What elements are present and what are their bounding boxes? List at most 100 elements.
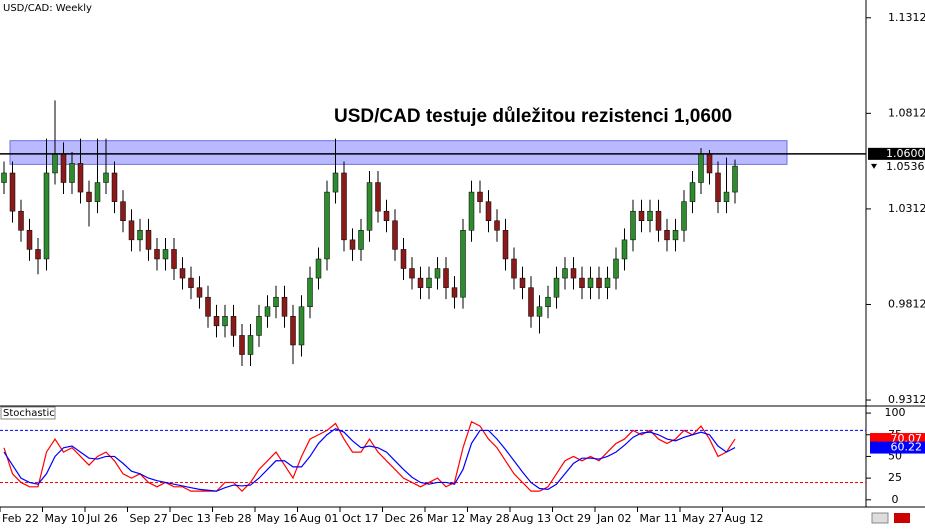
candle-body bbox=[715, 172, 721, 202]
candle-body bbox=[638, 210, 645, 222]
candle-body bbox=[545, 296, 551, 308]
scroll-icon[interactable] bbox=[871, 512, 889, 524]
x-tick-label: May 28 bbox=[470, 512, 510, 525]
candle-body bbox=[128, 220, 135, 241]
candle-body bbox=[137, 230, 143, 241]
x-tick-label: May 16 bbox=[257, 512, 297, 525]
candle-body bbox=[477, 191, 483, 202]
candle-body bbox=[273, 296, 279, 308]
x-tick-label: Dec 26 bbox=[385, 512, 424, 525]
candle-body bbox=[485, 201, 492, 222]
candle-body bbox=[120, 201, 126, 222]
y-tick-label: 1.1312 bbox=[888, 11, 925, 24]
y-tick-label: 0.9312 bbox=[888, 393, 925, 406]
candle-body bbox=[375, 182, 381, 212]
x-tick-label: Aug 01 bbox=[300, 512, 339, 525]
candle-body bbox=[94, 182, 101, 202]
candle-body bbox=[154, 249, 160, 260]
candle-body bbox=[494, 220, 500, 231]
y-tick-label: 0 bbox=[892, 493, 899, 506]
candle-body bbox=[732, 165, 738, 193]
candle-body bbox=[256, 316, 262, 336]
candle-body bbox=[553, 277, 560, 298]
candle-body bbox=[511, 258, 517, 279]
candle-body bbox=[630, 210, 636, 241]
candle-body bbox=[434, 268, 441, 279]
candle-body bbox=[409, 268, 415, 279]
candle-body bbox=[230, 316, 237, 336]
candle-body bbox=[587, 277, 594, 288]
panel-title: Stochastic bbox=[3, 408, 55, 419]
x-tick-label: May 27 bbox=[682, 512, 722, 525]
candle-body bbox=[562, 268, 568, 279]
candle-body bbox=[366, 182, 373, 231]
candle-body bbox=[239, 335, 245, 355]
candle-body bbox=[341, 172, 347, 241]
chart-title: USD/CAD: Weekly bbox=[3, 3, 92, 14]
candle-body bbox=[1, 172, 7, 183]
x-tick-label: Dec 13 bbox=[172, 512, 211, 525]
x-tick-label: Jan 02 bbox=[596, 512, 631, 525]
x-tick-label: Mar 11 bbox=[640, 512, 678, 525]
candle-body bbox=[213, 316, 220, 327]
candle-body bbox=[205, 296, 211, 317]
x-tick-label: Feb 28 bbox=[215, 512, 252, 525]
candle-body bbox=[77, 163, 84, 193]
candle-body bbox=[196, 287, 203, 298]
candle-body bbox=[468, 191, 475, 231]
candle-body bbox=[9, 172, 16, 212]
candle-body bbox=[264, 306, 271, 317]
candle-body bbox=[392, 220, 398, 250]
close-icon[interactable] bbox=[894, 513, 910, 523]
candle-body bbox=[18, 210, 24, 231]
candle-body bbox=[664, 230, 670, 241]
x-tick-label: Sep 27 bbox=[130, 512, 168, 525]
x-tick-label: Aug 12 bbox=[725, 512, 764, 525]
candle-body bbox=[247, 335, 254, 355]
y-tick-label: 25 bbox=[888, 471, 902, 484]
stochastic-line bbox=[3, 420, 736, 492]
last-price-arrow bbox=[871, 163, 877, 169]
candle-body bbox=[307, 277, 313, 308]
y-tick-label: 100 bbox=[885, 406, 906, 419]
candle-body bbox=[69, 163, 75, 183]
candle-body bbox=[604, 277, 611, 288]
candle-body bbox=[188, 277, 194, 288]
candle-body bbox=[502, 230, 509, 260]
candle-body bbox=[426, 277, 432, 288]
candle-body bbox=[103, 172, 109, 183]
candle-body bbox=[417, 277, 424, 288]
candle-body bbox=[145, 230, 152, 250]
candle-body bbox=[171, 249, 177, 269]
candle-body bbox=[443, 268, 449, 288]
panel-title-bg bbox=[0, 406, 56, 420]
x-tick-label: Oct 29 bbox=[555, 512, 592, 525]
candle-body bbox=[536, 306, 543, 317]
candle-body bbox=[706, 153, 713, 174]
candle-body bbox=[86, 191, 92, 202]
candle-body bbox=[383, 210, 390, 222]
price-tag-bg bbox=[868, 147, 925, 160]
candle-body bbox=[52, 153, 58, 174]
candle-body bbox=[290, 316, 296, 346]
candle-body bbox=[723, 191, 730, 202]
candle-body bbox=[60, 153, 67, 183]
candle-body bbox=[332, 172, 339, 193]
candle-body bbox=[324, 191, 330, 260]
candle-body bbox=[162, 249, 169, 260]
candle-body bbox=[698, 153, 704, 183]
candle-body bbox=[179, 268, 186, 279]
candle-body bbox=[613, 258, 619, 279]
candle-body bbox=[315, 258, 322, 279]
price-tag: 1.0600 bbox=[886, 147, 925, 160]
candle-body bbox=[451, 287, 458, 298]
candle-body bbox=[596, 277, 602, 288]
value-tag-bg bbox=[870, 441, 925, 454]
last-price-tag: 1.0536 bbox=[886, 160, 925, 173]
candle-body bbox=[400, 249, 407, 269]
candle-body bbox=[689, 182, 696, 202]
candle-body bbox=[349, 239, 356, 250]
x-tick-label: Mar 12 bbox=[427, 512, 465, 525]
